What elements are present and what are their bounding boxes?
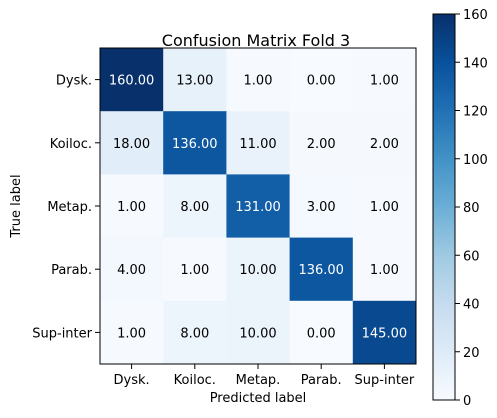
cell-value-label: 8.00: [180, 200, 209, 215]
y-axis-ticks: Dysk. Koiloc. Metap. Parab. Sup-inter: [32, 74, 100, 341]
heatmap-cell: [352, 111, 417, 175]
chart-title: Confusion Matrix Fold 3: [162, 31, 350, 50]
x-axis-ticks: Dysk. Koiloc. Metap. Parab. Sup-inter: [114, 364, 415, 388]
heatmap-cell: [100, 111, 164, 175]
heatmap-cell: [163, 300, 227, 365]
cell-value-label: 1.00: [180, 263, 209, 278]
x-tick-label: Koiloc.: [174, 373, 216, 388]
colorbar-tick-label: 0: [463, 394, 471, 409]
heatmap-cell: [100, 300, 164, 365]
heatmap-cell: [226, 111, 291, 175]
colorbar-tick-label: 80: [463, 201, 480, 216]
colorbar-tick-label: 20: [463, 346, 480, 361]
heatmap-cell: [226, 300, 291, 365]
x-axis-label: Predicted label: [210, 391, 307, 406]
cell-value-label: 1.00: [244, 74, 273, 89]
heatmap-cell: [289, 48, 354, 112]
heatmap-cell: [352, 300, 417, 365]
cell-value-label: 1.00: [370, 74, 399, 89]
cell-value-label: 136.00: [172, 137, 218, 152]
cell-value-label: 160.00: [109, 74, 155, 89]
cell-value-label: 1.00: [117, 200, 146, 215]
cell-value-label: 1.00: [117, 326, 146, 341]
x-tick-label: Sup-inter: [355, 373, 415, 388]
colorbar-tick-label: 100: [463, 153, 488, 168]
cell-value-label: 145.00: [362, 326, 408, 341]
heatmap-cell: [163, 174, 227, 239]
x-tick-label: Parab.: [301, 373, 342, 388]
heatmap-cell: [352, 48, 417, 112]
cell-value-label: 0.00: [307, 326, 336, 341]
colorbar: [432, 13, 456, 401]
heatmap-cell: [289, 237, 354, 302]
cell-value-label: 1.00: [370, 200, 399, 215]
heatmap-cell: [352, 237, 417, 302]
heatmap-cell: [100, 48, 164, 112]
y-tick-label: Metap.: [47, 200, 92, 215]
cell-value-label: 136.00: [298, 263, 344, 278]
colorbar-tick-label: 40: [463, 298, 480, 313]
cell-value-label: 2.00: [370, 137, 399, 152]
cell-value-label: 1.00: [370, 263, 399, 278]
cell-value-label: 2.00: [307, 137, 336, 152]
heatmap-cell: [100, 237, 164, 302]
colorbar-tick-label: 140: [463, 56, 488, 71]
heatmap-cells: 160.00 13.00 1.00 0.00 1.00 18.00 136.00 11.00 2…: [100, 48, 417, 365]
y-tick-label: Parab.: [51, 263, 92, 278]
cell-value-label: 3.00: [307, 200, 336, 215]
cell-value-label: 4.00: [117, 263, 146, 278]
heatmap-cell: [352, 174, 417, 239]
y-tick-label: Dysk.: [56, 74, 92, 89]
y-tick-label: Koiloc.: [50, 137, 92, 152]
colorbar-tick-label: 120: [463, 105, 488, 120]
cell-value-label: 18.00: [113, 137, 150, 152]
x-tick-label: Dysk.: [114, 373, 150, 388]
heatmap-cell: [226, 48, 291, 112]
colorbar-tick-label: 60: [463, 249, 480, 264]
heatmap-cell: [289, 300, 354, 365]
cell-value-label: 8.00: [180, 326, 209, 341]
colorbar-ticks: 0 20 40 60 80 100 120 140 160: [455, 8, 488, 409]
cell-value-label: 131.00: [235, 200, 281, 215]
cell-value-label: 10.00: [239, 326, 276, 341]
heatmap-cell: [289, 174, 354, 239]
heatmap-cell: [226, 237, 291, 302]
heatmap-cell: [100, 174, 164, 239]
y-tick-label: Sup-inter: [32, 326, 92, 341]
x-tick-label: Metap.: [236, 373, 281, 388]
heatmap-cell: [163, 48, 227, 112]
cell-value-label: 10.00: [239, 263, 276, 278]
cell-value-label: 0.00: [307, 74, 336, 89]
y-axis-label: True label: [9, 174, 24, 238]
heatmap-cell: [226, 174, 291, 239]
heatmap-cell: [289, 111, 354, 175]
heatmap-cell: [163, 237, 227, 302]
heatmap-cell: [163, 111, 227, 175]
colorbar-tick-label: 160: [463, 8, 488, 23]
cell-value-label: 11.00: [239, 137, 276, 152]
cell-value-label: 13.00: [176, 74, 213, 89]
